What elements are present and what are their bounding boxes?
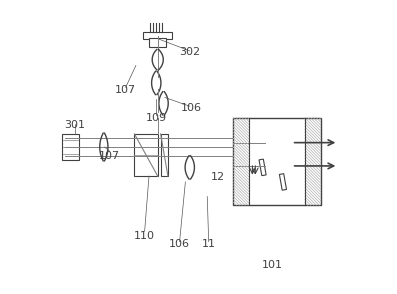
Text: 11: 11 xyxy=(202,240,216,250)
FancyBboxPatch shape xyxy=(135,134,158,176)
FancyBboxPatch shape xyxy=(233,118,321,205)
FancyBboxPatch shape xyxy=(143,32,172,39)
FancyBboxPatch shape xyxy=(62,134,79,160)
Text: 302: 302 xyxy=(179,47,200,57)
FancyBboxPatch shape xyxy=(149,38,166,46)
Text: 109: 109 xyxy=(146,113,167,123)
Text: 101: 101 xyxy=(262,260,283,270)
Text: 106: 106 xyxy=(169,240,190,250)
Text: 106: 106 xyxy=(181,103,202,113)
Text: 12: 12 xyxy=(210,173,224,183)
Text: 107: 107 xyxy=(115,85,136,95)
FancyBboxPatch shape xyxy=(161,134,168,176)
Text: 107: 107 xyxy=(99,151,120,161)
Text: 301: 301 xyxy=(64,120,85,130)
Text: 110: 110 xyxy=(134,231,155,241)
